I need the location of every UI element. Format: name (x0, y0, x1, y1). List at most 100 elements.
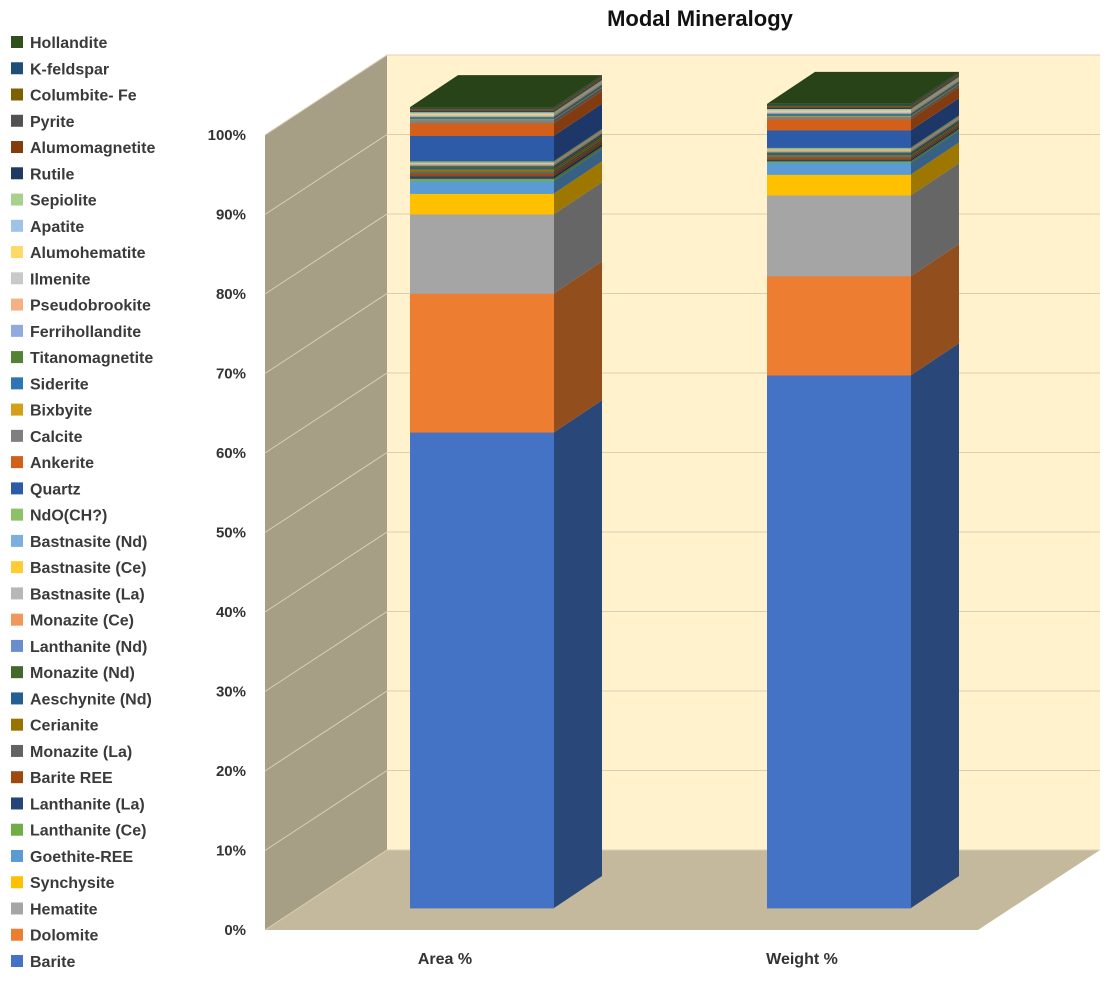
bar-front-face (767, 148, 911, 150)
legend-item-quartz: Quartz (11, 481, 81, 498)
bar-front-face (767, 116, 911, 120)
y-tick-label: 50% (216, 525, 246, 542)
bar-front-face (410, 118, 554, 121)
bar-side-face (911, 125, 959, 160)
legend-swatch (11, 508, 23, 521)
x-axis-labels: Area % Weight % (418, 951, 838, 968)
bar-side-face (911, 163, 959, 276)
legend: Hollandite K-feldspar Columbite- Fe Pyrite A… (11, 35, 155, 971)
legend-item-barite-ree: Barite REE (11, 770, 113, 787)
legend-item-rutile: Rutile (11, 166, 75, 183)
bar-front-face (767, 111, 911, 113)
bar-front-face (410, 173, 554, 177)
legend-label: Hollandite (30, 35, 107, 52)
bar-front-face (410, 119, 554, 124)
bar-side-face (554, 141, 602, 177)
bar-front-face (410, 171, 554, 175)
bar-side-face (554, 80, 602, 114)
bar-front-face (767, 160, 911, 163)
legend-label: Cerianite (30, 718, 99, 735)
bar-front-face (767, 106, 911, 108)
legend-swatch (11, 771, 23, 784)
legend-label: Alumomagnetite (30, 140, 155, 157)
legend-item-pseudobrookite: Pseudobrookite (11, 298, 151, 315)
legend-label: Bixbyite (30, 403, 92, 420)
bar-segment-hollandite-weight (767, 71, 959, 106)
bar-segment-titanomagnetite-weight (767, 81, 959, 115)
chart-floor (265, 850, 1100, 930)
legend-label: Lanthanite (Nd) (30, 639, 147, 656)
bar-segment-k-feldspar-area (410, 75, 602, 110)
bar-segment-cerianite-area (410, 136, 602, 172)
bar-side-face (554, 132, 602, 166)
bar-front-face (767, 103, 911, 106)
bar-side-face (554, 144, 602, 179)
bar-front-face (410, 115, 554, 117)
bar-segment-siderite-weight (767, 82, 959, 117)
bar-front-face (410, 111, 554, 114)
bar-front-face (410, 122, 554, 137)
bar-side-face (911, 83, 959, 117)
legend-item-hollandite: Hollandite (11, 35, 107, 52)
bar-front-face (767, 114, 911, 117)
bar-front-face (767, 150, 911, 152)
bar-side-face (911, 75, 959, 109)
bar-side-face (554, 128, 602, 162)
bar-side-face (911, 73, 959, 107)
bar-segment-monazite-ce-weight (767, 118, 959, 152)
bar-segment-lanthanite-ce-area (410, 146, 602, 182)
legend-item-alumomagnetite: Alumomagnetite (11, 140, 155, 157)
legend-item-apatite: Apatite (11, 219, 84, 236)
legend-swatch (11, 351, 23, 364)
bar-front-face (767, 153, 911, 156)
legend-label: K-feldspar (30, 61, 109, 78)
legend-swatch (11, 692, 23, 705)
bar-segment-bastnasite-ce-area (410, 130, 602, 164)
bar-front-face (767, 105, 911, 107)
bar-front-face (767, 104, 911, 106)
bar-front-face (410, 176, 554, 179)
legend-item-ilmenite: Ilmenite (11, 271, 91, 288)
bar-side-face (554, 135, 602, 169)
bar-front-face (410, 109, 554, 111)
bar-segment-apatite-weight (767, 77, 959, 111)
legend-label: Barite (30, 954, 75, 971)
bar-front-face (767, 113, 911, 115)
legend-swatch (11, 456, 23, 469)
bar-stack-area (410, 75, 602, 909)
bar-top-face-weight (767, 71, 959, 104)
bar-side-face (554, 87, 602, 123)
bar-side-face (554, 131, 602, 165)
bar-front-face (767, 107, 911, 110)
bar-segment-barite-ree-area (410, 141, 602, 177)
bar-side-face (911, 127, 959, 161)
y-tick-label: 90% (216, 207, 246, 224)
bar-side-face (911, 82, 959, 116)
bar-segment-alumohematite-area (410, 81, 602, 115)
bar-side-face (554, 79, 602, 113)
bar-front-face (410, 163, 554, 165)
bar-side-face (911, 80, 959, 114)
bar-segment-lanthanite-la-area (410, 144, 602, 179)
legend-swatch (11, 324, 23, 337)
legend-label: Bastnasite (Ce) (30, 560, 146, 577)
legend-label: Lanthanite (Ce) (30, 823, 146, 840)
bar-side-face (911, 117, 959, 150)
bar-segment-ankerite-weight (767, 86, 959, 131)
bar-segment-lanthanite-la-weight (767, 127, 959, 162)
bar-side-face (911, 130, 959, 175)
bar-front-face (410, 115, 554, 117)
bar-front-face (410, 108, 554, 110)
bar-side-face (911, 343, 959, 908)
legend-swatch (11, 639, 23, 652)
bar-side-face (911, 119, 959, 153)
bar-front-face (767, 110, 911, 112)
legend-item-ferrihollandite: Ferrihollandite (11, 324, 141, 341)
bar-front-face (767, 111, 911, 114)
bar-front-face (410, 193, 554, 215)
legend-swatch (11, 955, 23, 967)
bar-front-face (767, 152, 911, 154)
bar-side-face (554, 103, 602, 161)
legend-item-ndo-ch: NdO(CH?) (11, 508, 107, 525)
